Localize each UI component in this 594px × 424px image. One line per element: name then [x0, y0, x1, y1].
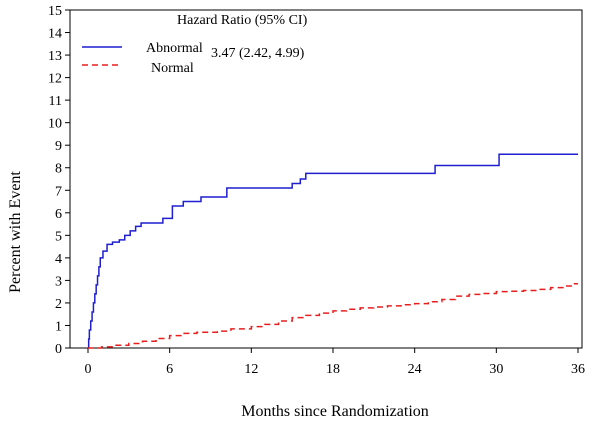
x-tick-label: 12	[244, 362, 258, 377]
y-tick-label: 5	[55, 229, 62, 244]
y-tick-label: 2	[55, 297, 62, 312]
x-tick-label: 30	[489, 362, 503, 377]
x-tick-label: 0	[85, 362, 92, 377]
y-tick-label: 11	[49, 94, 62, 109]
hazard-ratio-value: 3.47 (2.42, 4.99)	[211, 46, 305, 61]
y-tick-label: 4	[55, 252, 62, 267]
y-tick-label: 7	[55, 184, 62, 199]
y-tick-label: 0	[55, 342, 62, 357]
series-line-normal	[88, 283, 578, 349]
y-tick-label: 3	[55, 274, 62, 289]
y-tick-label: 9	[55, 139, 62, 154]
x-axis-title: Months since Randomization	[241, 403, 429, 420]
legend-label-abnormal: Abnormal	[146, 41, 203, 56]
x-tick-label: 36	[571, 362, 585, 377]
y-tick-label: 15	[48, 4, 62, 19]
y-tick-label: 10	[48, 117, 62, 132]
x-tick-label: 6	[166, 362, 173, 377]
series-line-abnormal	[87, 153, 578, 349]
y-tick-label: 12	[48, 72, 62, 87]
plot-frame	[69, 9, 583, 349]
series-lines	[87, 153, 578, 349]
y-tick-label: 1	[55, 319, 62, 334]
x-tick-label: 24	[408, 362, 422, 377]
legend: Abnormal Normal Hazard Ratio (95% CI) 3.…	[82, 13, 308, 76]
y-tick-label: 6	[55, 207, 62, 222]
legend-label-normal: Normal	[151, 61, 194, 76]
x-tick-label: 18	[326, 362, 340, 377]
y-tick-label: 14	[48, 27, 62, 42]
y-axis-title: Percent with Event	[7, 171, 24, 293]
y-tick-label: 13	[48, 49, 62, 64]
hazard-ratio-header: Hazard Ratio (95% CI)	[177, 13, 308, 28]
y-tick-label: 8	[55, 162, 62, 177]
